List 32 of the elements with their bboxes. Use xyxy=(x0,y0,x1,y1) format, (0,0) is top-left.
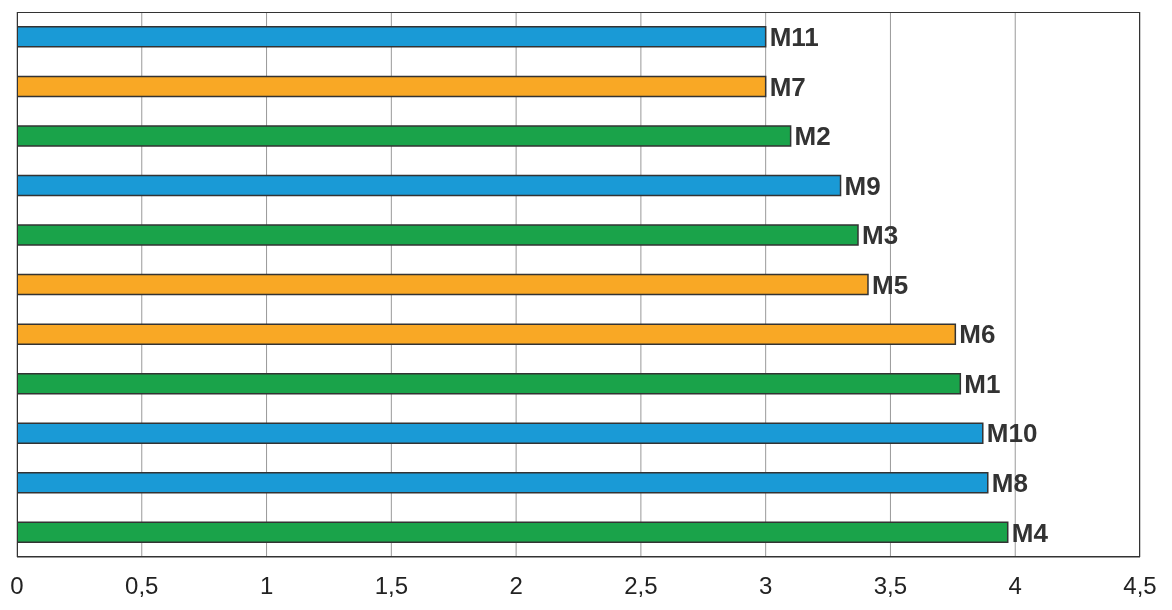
x-tick-label: 2 xyxy=(509,572,523,600)
y-tick-label: M11 xyxy=(769,22,819,53)
bar xyxy=(17,26,767,48)
x-tick-label: 0 xyxy=(10,572,24,600)
y-tick-label: M7 xyxy=(769,71,806,102)
bar xyxy=(17,273,869,296)
x-tick-label: 3 xyxy=(758,572,773,600)
bar xyxy=(17,224,859,246)
y-tick-label: M2 xyxy=(794,121,831,152)
y-tick-label: M6 xyxy=(959,319,996,350)
x-tick-label: 1 xyxy=(259,572,274,600)
bar xyxy=(17,174,842,197)
bar xyxy=(17,372,962,395)
y-tick-label: M10 xyxy=(986,418,1038,449)
bar xyxy=(17,125,792,147)
y-tick-label: M8 xyxy=(991,468,1028,498)
x-tick-label: 4,5 xyxy=(1123,572,1157,600)
x-tick-label: 4 xyxy=(1008,572,1022,600)
y-tick-label: M1 xyxy=(964,368,1001,399)
bar xyxy=(17,521,1009,544)
bar xyxy=(17,323,957,345)
y-tick-label: M5 xyxy=(871,269,909,300)
x-tick-label: 3,5 xyxy=(873,572,908,600)
x-tick-label: 2,5 xyxy=(624,572,658,600)
x-tick-label: 1,5 xyxy=(374,572,409,600)
y-tick-label: M3 xyxy=(862,220,899,251)
bar xyxy=(17,422,984,444)
y-tick-label: M9 xyxy=(844,170,881,201)
x-tick-label: 0,5 xyxy=(125,572,159,600)
y-tick-label: M4 xyxy=(1011,517,1049,548)
bar xyxy=(17,472,989,494)
bar xyxy=(17,75,767,98)
